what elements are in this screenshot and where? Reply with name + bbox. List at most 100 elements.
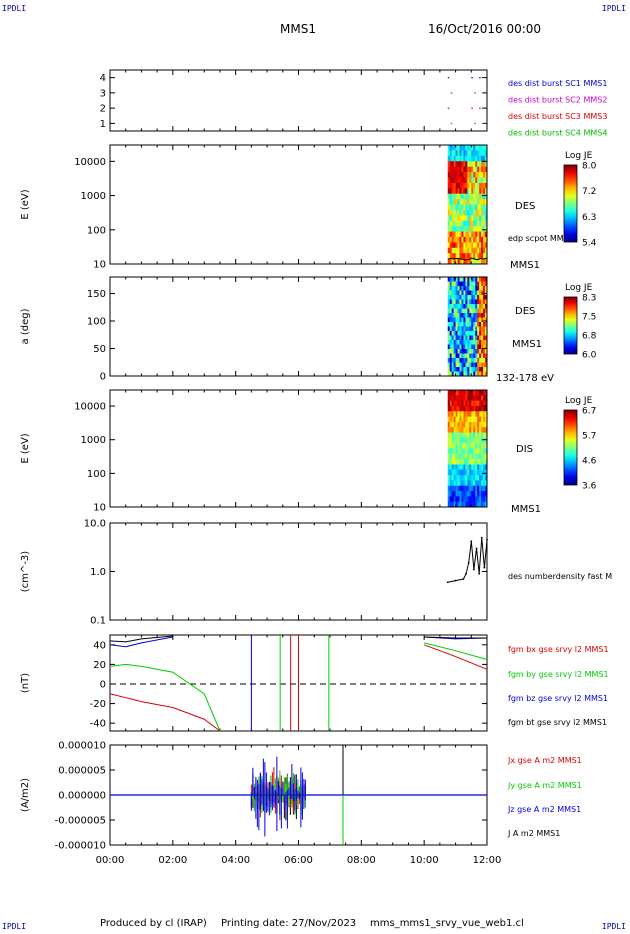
des-energy-cell — [477, 209, 480, 216]
des-pitch-cell — [479, 295, 482, 300]
des-pitch-cell — [461, 322, 464, 327]
des-pitch-cell — [471, 281, 474, 287]
des-pitch-cell — [483, 290, 486, 296]
des-pitch-ytick-label: 150 — [87, 289, 106, 300]
bfield-series-line — [424, 636, 487, 639]
des-energy-cell — [465, 166, 468, 173]
dis-energy-cell — [447, 459, 451, 465]
des-energy-cell — [481, 231, 484, 238]
dis-energy-spacecraft: MMS1 — [511, 504, 541, 515]
des-pitch-cell — [467, 277, 470, 282]
des-energy-cell — [477, 242, 480, 249]
dis-energy-cell — [457, 432, 460, 439]
des-energy-cell — [457, 247, 460, 254]
des-energy-cell — [461, 172, 464, 178]
des-pitch-cell — [481, 304, 484, 309]
dis-energy-cell — [477, 464, 480, 471]
des-energy-cell — [483, 155, 486, 162]
des-pitch-cell — [449, 326, 453, 332]
des-pitch-cell — [471, 362, 474, 368]
des-energy-cell — [461, 204, 464, 211]
des-pitch-cell — [475, 317, 478, 323]
dis-energy-cell — [461, 491, 464, 497]
des-pitch-cell — [451, 353, 455, 359]
des-energy-cell — [483, 199, 486, 205]
des-energy-cell — [463, 242, 466, 249]
dis-energy-cell — [459, 390, 462, 396]
dis-energy-cell — [451, 491, 455, 497]
magnetic-field-ytick-label: -20 — [90, 699, 106, 710]
dis-energy-cell — [481, 390, 484, 396]
dis-energy-cell — [477, 395, 480, 402]
dis-energy-cell — [449, 491, 453, 497]
des-energy-cell — [473, 188, 476, 195]
dis-energy-cell — [471, 395, 474, 402]
des-pitch-cell — [451, 331, 455, 336]
des-energy-cell — [455, 182, 458, 189]
des-energy-cell — [465, 231, 468, 238]
des-energy-cell — [483, 182, 486, 189]
des-pitch-cell — [453, 331, 456, 336]
dis-energy-cell — [479, 459, 482, 465]
des-pitch-cell — [447, 277, 451, 282]
des-pitch-cell — [477, 340, 480, 345]
des-pitch-cell — [479, 290, 482, 296]
dis-energy-cell — [477, 475, 480, 481]
des-energy-cell — [473, 150, 476, 157]
des-pitch-cell — [463, 371, 466, 377]
des-energy-cell — [451, 258, 455, 265]
des-energy-cell — [451, 253, 455, 259]
des-pitch-cell — [455, 344, 458, 350]
des-energy-cell — [461, 220, 464, 227]
des-energy-cell — [477, 145, 480, 151]
dis-energy-cell — [475, 390, 478, 396]
des-energy-cell — [475, 161, 478, 168]
dis-energy-cell — [453, 437, 456, 444]
des-energy-cell — [453, 226, 456, 232]
dis-energy-cell — [475, 427, 478, 433]
dis-energy-cell — [477, 390, 480, 396]
dis-energy-cell — [453, 390, 456, 396]
des-pitch-cell — [475, 349, 478, 354]
dis-energy-cell — [457, 475, 460, 481]
des-pitch-cell — [475, 358, 478, 363]
des-pitch-cell — [485, 304, 488, 309]
des-energy-cell — [457, 242, 460, 249]
des-energy-cell — [453, 150, 456, 157]
des-energy-cell — [449, 204, 453, 211]
des-energy-cell — [471, 188, 474, 195]
dis-energy-cell — [447, 491, 451, 497]
des-pitch-cell — [483, 349, 486, 354]
des-pitch-cell — [447, 367, 451, 372]
des-pitch-cell — [453, 362, 456, 368]
dis-energy-colorbar-tick: 4.6 — [582, 457, 597, 467]
des-energy-cell — [469, 231, 472, 238]
des-pitch-cell — [463, 344, 466, 350]
dis-energy-cell — [481, 475, 484, 481]
des-pitch-cell — [453, 277, 456, 282]
des-pitch-cell — [479, 308, 482, 314]
des-pitch-cell — [457, 358, 460, 363]
dis-energy-cell — [483, 448, 486, 455]
density-point — [478, 572, 481, 575]
dis-energy-cell — [465, 491, 468, 497]
des-pitch-cell — [465, 299, 468, 305]
des-energy-cell — [449, 253, 453, 259]
des-pitch-cell — [463, 362, 466, 368]
des-pitch-cell — [481, 277, 484, 282]
dis-energy-cell — [473, 421, 476, 428]
des-pitch-cell — [453, 281, 456, 287]
des-energy-cell — [459, 145, 462, 151]
dis-energy-cell — [463, 411, 466, 417]
des-energy-cell — [465, 226, 468, 232]
burst-marker — [471, 107, 473, 109]
bfield-series-line — [423, 644, 488, 670]
des-energy-cell — [449, 166, 453, 173]
des-energy-cell — [467, 172, 470, 178]
des-pitch-cell — [481, 290, 484, 296]
des-pitch-cell — [469, 277, 472, 282]
des-energy-cell — [465, 258, 468, 265]
dis-energy-cell — [457, 416, 460, 423]
dis-energy-cell — [447, 448, 451, 455]
des-energy-cell — [485, 215, 488, 222]
